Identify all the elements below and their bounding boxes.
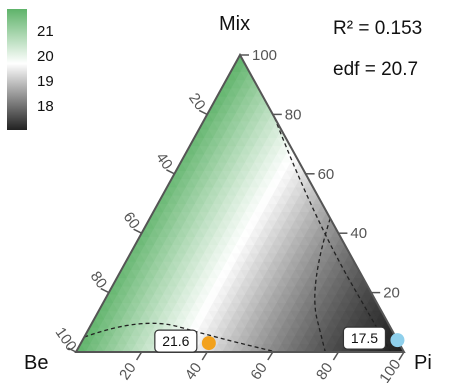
edf-label: edf = 20.7 bbox=[333, 59, 418, 80]
callout-label-1: 17.5 bbox=[351, 330, 378, 346]
tick-label-mix-80: 80 bbox=[285, 106, 302, 123]
tick-pi-100 bbox=[398, 351, 405, 361]
callout-box-0 bbox=[154, 329, 198, 353]
tick-be-100 bbox=[67, 347, 77, 353]
tick-label-be-40: 40 bbox=[152, 150, 175, 173]
tick-pi-40 bbox=[201, 351, 208, 361]
tick-pi-20 bbox=[135, 351, 143, 361]
vertex-label-mix: Mix bbox=[219, 13, 250, 35]
contour-fill bbox=[76, 55, 404, 352]
data-points: 21.6 17.5 bbox=[154, 326, 405, 353]
tick-label-pi-100: 100 bbox=[376, 356, 404, 383]
tick-label-mix-20: 20 bbox=[383, 285, 400, 302]
legend: 21 20 19 18 bbox=[7, 9, 54, 130]
tick-be-80 bbox=[100, 287, 110, 294]
data-point-1 bbox=[390, 333, 405, 348]
tick-label-be-60: 60 bbox=[120, 209, 143, 232]
tick-pi-60 bbox=[267, 351, 274, 361]
callout-label-0: 21.6 bbox=[162, 333, 189, 349]
contour-lines bbox=[83, 117, 392, 353]
legend-tick-20: 20 bbox=[37, 48, 54, 65]
vertex-label-pi: Pi bbox=[414, 352, 432, 374]
tick-label-be-20: 20 bbox=[185, 90, 208, 113]
tick-label-pi-20: 20 bbox=[116, 360, 139, 383]
tick-label-mix-100: 100 bbox=[252, 47, 277, 64]
tick-label-pi-80: 80 bbox=[313, 360, 336, 383]
triangle-frame bbox=[74, 52, 406, 353]
tick-label-pi-60: 60 bbox=[247, 360, 270, 383]
tick-be-60 bbox=[133, 228, 142, 234]
tick-be-40 bbox=[166, 169, 175, 175]
tick-marks: 20 20 20 40 40 40 60 60 60 80 80 80 100 100 100 bbox=[52, 47, 405, 383]
vertex-label-be: Be bbox=[24, 352, 48, 374]
tick-pi-80 bbox=[332, 351, 340, 361]
tick-label-pi-40: 40 bbox=[182, 360, 205, 383]
tick-label-mix-40: 40 bbox=[350, 225, 367, 242]
r-squared-label: R² = 0.153 bbox=[333, 18, 422, 39]
tick-label-be-100: 100 bbox=[52, 324, 80, 354]
legend-tick-18: 18 bbox=[37, 98, 54, 115]
legend-tick-21: 21 bbox=[37, 23, 54, 40]
data-point-0 bbox=[201, 336, 216, 351]
tick-be-20 bbox=[198, 109, 208, 116]
legend-tick-19: 19 bbox=[37, 73, 54, 90]
callout-box-1 bbox=[342, 326, 387, 350]
tick-label-be-80: 80 bbox=[87, 268, 110, 291]
tick-label-mix-60: 60 bbox=[318, 166, 335, 183]
contour-line-19 bbox=[273, 117, 392, 353]
legend-colorbar bbox=[7, 9, 27, 130]
